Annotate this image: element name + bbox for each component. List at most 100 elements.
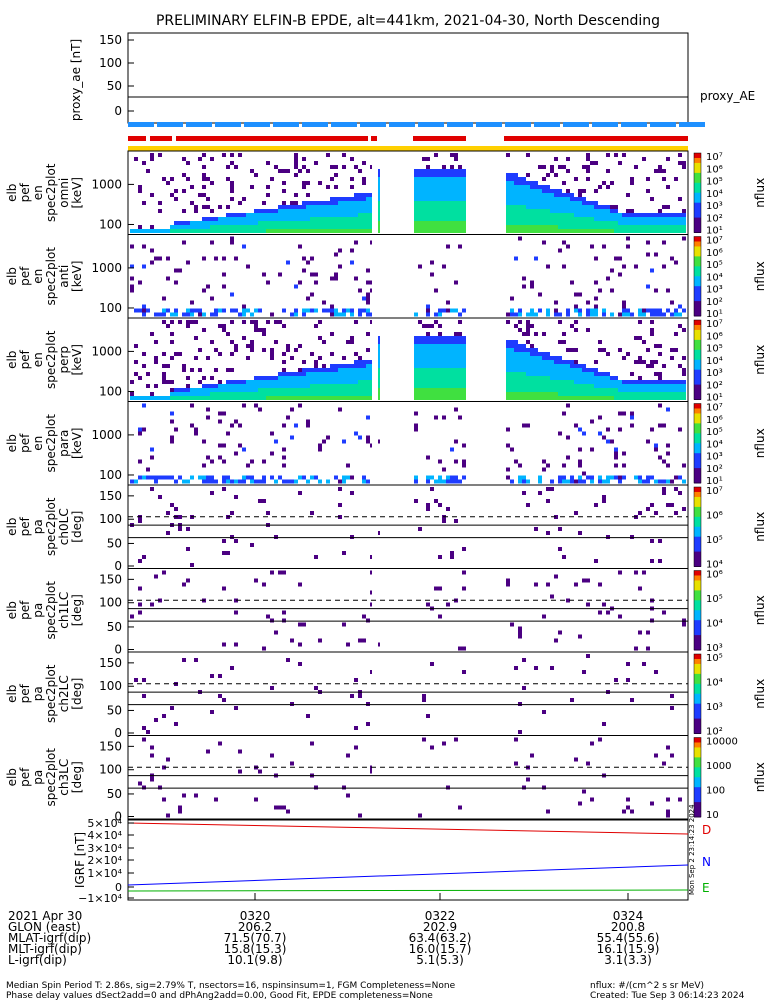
spectro-cell: [202, 165, 206, 169]
spectro-cell: [618, 475, 622, 480]
flag-blue-segment: [679, 122, 705, 127]
spectro-cell: [330, 312, 334, 317]
spectro-cell: [422, 177, 426, 181]
spectro-cell: [570, 360, 574, 364]
spectro-cell: [154, 356, 158, 360]
spectro-cell: [434, 380, 438, 384]
spectro-cell: [210, 217, 214, 221]
spectro-cell: [610, 217, 614, 221]
spectro-cell: [358, 435, 362, 440]
colorbar-cell: [694, 354, 701, 361]
flag-blue-segment: [157, 122, 183, 127]
spectro-cell: [306, 308, 310, 313]
spectro-cell: [526, 193, 530, 197]
spectro-cell: [302, 384, 306, 388]
spectro-cell: [618, 388, 622, 392]
spectro-cell: [678, 388, 682, 392]
spectro-cell: [602, 372, 606, 376]
panel-ylabel-line: pa: [31, 603, 45, 618]
spectro-cell: [450, 555, 454, 559]
spectro-cell: [290, 217, 294, 221]
igrf-ytick-label: 2×10⁴: [87, 854, 122, 867]
colorbar-frame: [693, 570, 702, 651]
spectro-cell: [542, 352, 546, 356]
spectro-cell: [566, 384, 570, 388]
spectro-cell: [342, 197, 346, 201]
spectro-cell: [234, 396, 238, 400]
spectro-cell: [274, 479, 278, 484]
spectro-cell: [282, 388, 286, 392]
spectro-cell: [566, 368, 570, 372]
spectro-cell: [658, 392, 662, 396]
spectro-cell: [258, 407, 262, 412]
spectro-cell: [546, 205, 550, 209]
spectro-cell: [646, 392, 650, 396]
colorbar-tick-label: 10⁷: [706, 486, 723, 497]
spectro-cell: [530, 372, 534, 376]
spectro-cell: [586, 328, 590, 332]
spectro-cell: [262, 225, 266, 229]
spectro-cell: [526, 503, 530, 507]
spectro-cell: [226, 213, 230, 217]
spectro-cell: [354, 380, 358, 384]
colorbar-frame: [693, 653, 702, 734]
spectro-cell: [614, 388, 618, 392]
spectro-cell: [342, 209, 346, 213]
spectro-cell: [566, 197, 570, 201]
spectro-cell: [546, 352, 550, 356]
spectro-cell: [222, 642, 226, 647]
colorbar-tick-label: 10²: [706, 297, 723, 308]
spectro-cell: [442, 348, 446, 352]
spectro-cell: [510, 447, 514, 452]
spectro-cell: [438, 356, 442, 360]
colorbar-cell: [694, 496, 701, 503]
spectro-cell: [650, 801, 654, 806]
spectro-cell: [194, 392, 198, 396]
spectro-cell: [250, 380, 254, 384]
spectro-cell: [314, 324, 318, 328]
spectro-cell: [546, 531, 550, 535]
spectro-cell: [430, 745, 434, 750]
spectro-cell: [434, 169, 438, 173]
colorbar-cell: [694, 438, 701, 444]
spectro-cell: [558, 527, 562, 531]
spectro-cell: [594, 372, 598, 376]
spectro-cell: [422, 694, 426, 698]
spectro-cell: [210, 710, 214, 714]
spectro-cell: [130, 276, 134, 281]
spectro-cell: [462, 181, 466, 185]
spectro-cell: [258, 209, 262, 213]
spectro-cell: [614, 455, 618, 460]
spectro-cell: [254, 328, 258, 332]
spectro-cell: [418, 217, 422, 221]
spectro-cell: [298, 642, 302, 647]
colorbar-cell: [694, 286, 701, 292]
spectro-cell: [150, 475, 154, 480]
spectro-cell: [558, 221, 562, 225]
spectro-cell: [546, 582, 550, 587]
spectro-cell: [358, 229, 362, 233]
spectro-cell: [458, 320, 462, 324]
spectro-cell: [318, 443, 322, 448]
spectro-cell: [454, 439, 458, 444]
spectro-cell: [274, 376, 278, 380]
spectro-cell: [594, 396, 598, 400]
spectro-cell: [670, 479, 674, 484]
spectro-cell: [302, 622, 306, 627]
spectro-cell: [358, 372, 362, 376]
spectro-cell: [218, 324, 222, 328]
spectro-cell: [418, 177, 422, 181]
spectro-cell: [522, 229, 526, 233]
spectro-cell: [594, 559, 598, 563]
spectro-cell: [514, 193, 518, 197]
spectro-cell: [298, 491, 302, 495]
spectro-cell: [242, 304, 246, 309]
spectro-cell: [194, 229, 198, 233]
spectro-cell: [586, 213, 590, 217]
spectro-cell: [294, 388, 298, 392]
spectro-cell: [678, 229, 682, 233]
spectro-cell: [554, 209, 558, 213]
spectro-cell: [326, 376, 330, 380]
spectro-cell: [274, 213, 278, 217]
spectro-cell: [458, 384, 462, 388]
